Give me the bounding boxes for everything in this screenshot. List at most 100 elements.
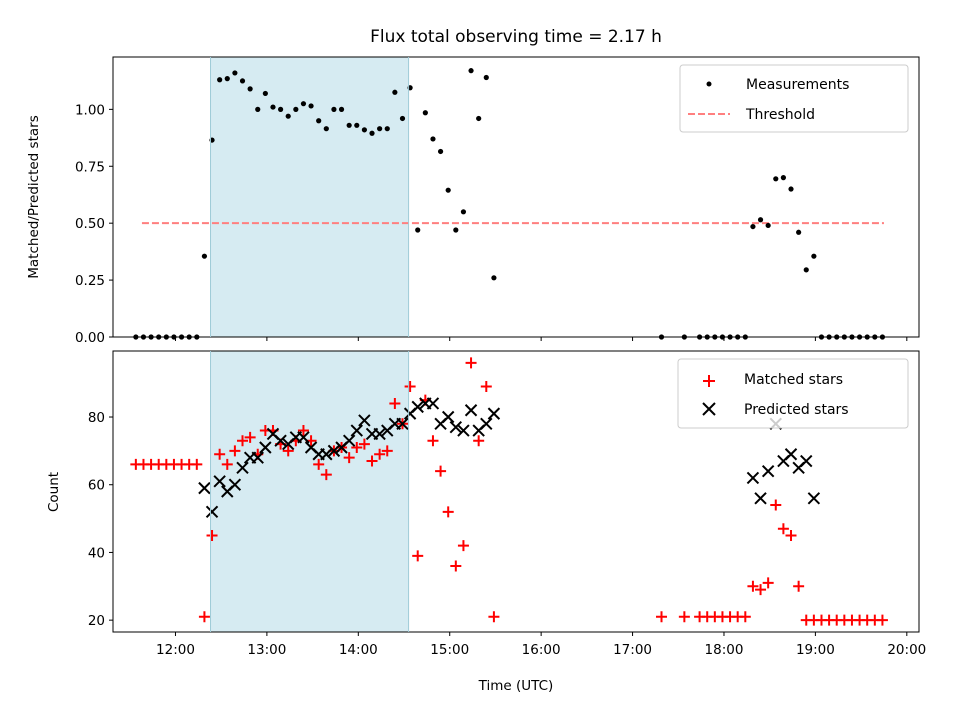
matched-star-point — [785, 530, 797, 542]
matched-star-point — [374, 448, 386, 460]
x-tick-label: 19:00 — [796, 642, 835, 658]
measurement-point — [361, 127, 367, 133]
matched-star-point — [442, 506, 454, 518]
predicted-star-point — [205, 505, 219, 519]
y-tick-label: 60 — [88, 478, 105, 494]
matched-star-point — [206, 530, 218, 542]
predicted-star-point — [754, 492, 767, 505]
predicted-star-point — [441, 410, 455, 424]
measurement-point — [270, 104, 276, 110]
matched-star-point — [427, 435, 439, 447]
measurement-point — [491, 275, 497, 281]
y-tick-label: 0.25 — [75, 273, 105, 289]
legend-matched: Matched stars — [744, 372, 843, 388]
x-tick-label: 14:00 — [339, 642, 378, 658]
predicted-star-point — [464, 404, 478, 417]
measurement-point — [415, 227, 421, 233]
y-tick-label: 80 — [88, 410, 105, 426]
measurement-point — [430, 136, 436, 142]
measurement-point — [308, 103, 314, 109]
matched-star-point — [237, 435, 249, 447]
matched-star-point — [450, 560, 462, 572]
measurement-point — [757, 217, 764, 223]
measurement-point — [445, 187, 451, 193]
predicted-star-point — [411, 400, 424, 414]
predicted-star-point — [320, 448, 333, 461]
predicted-star-point — [350, 424, 363, 437]
measurement-point — [293, 106, 299, 112]
measurement-point — [300, 101, 307, 107]
matched-star-point — [214, 448, 226, 460]
legend-predicted-marker — [702, 402, 716, 416]
x-tick-label: 16:00 — [522, 642, 561, 658]
matched-star-point — [480, 381, 492, 393]
predicted-star-point — [297, 431, 310, 444]
measurement-point — [773, 176, 779, 182]
chart-title: Flux total observing time = 2.17 h — [370, 27, 662, 47]
top-shaded-span — [210, 57, 409, 337]
measurement-point — [369, 130, 375, 136]
measurement-point — [750, 223, 756, 230]
matched-star-point — [770, 499, 782, 511]
matched-star-point — [404, 381, 416, 393]
x-axis-label: Time (UTC) — [478, 678, 554, 694]
predicted-star-point — [373, 427, 386, 441]
matched-star-point — [229, 445, 241, 457]
bottom-plot-frame — [112, 350, 920, 633]
matched-star-point — [793, 580, 805, 592]
measurement-point — [346, 122, 352, 128]
measurement-point — [224, 76, 230, 82]
matched-star-point — [777, 523, 789, 535]
y-tick-label: 1.00 — [75, 102, 105, 118]
measurement-point — [232, 70, 238, 76]
matched-star-point — [244, 431, 256, 443]
y-tick-label: 40 — [88, 545, 105, 561]
top-y-axis-label: Matched/Predicted stars — [26, 115, 42, 278]
matched-star-point — [191, 458, 203, 470]
measurement-point — [277, 106, 284, 112]
measurement-point — [201, 253, 208, 259]
matched-star-point — [351, 441, 363, 453]
measurement-point — [453, 227, 459, 233]
legend-threshold: Threshold — [745, 107, 815, 123]
bottom-legend: Matched stars Predicted stars — [677, 358, 909, 429]
predicted-star-point — [487, 407, 501, 420]
top-plot-frame — [112, 56, 920, 338]
measurement-point — [255, 106, 261, 112]
measurement-point — [788, 186, 794, 192]
measurement-point — [354, 122, 360, 128]
measurement-point — [468, 68, 474, 74]
measurement-point — [392, 89, 398, 95]
predicted-star-point — [236, 461, 249, 475]
predicted-star-point — [358, 414, 371, 427]
predicted-star-point — [342, 434, 356, 447]
legend-measurement-marker — [706, 81, 712, 87]
measurement-point — [483, 74, 489, 81]
predicted-star-point — [480, 417, 493, 430]
predicted-star-point — [800, 454, 813, 468]
measurement-point — [811, 253, 817, 259]
matched-star-point — [297, 425, 309, 437]
y-tick-label: 0.00 — [75, 330, 105, 346]
bottom-y-ticks: 20 40 60 80 — [88, 410, 113, 629]
measurement-point — [422, 110, 428, 116]
x-tick-label: 18:00 — [705, 642, 744, 658]
measurement-point — [331, 106, 337, 112]
matched-star-point — [473, 435, 485, 447]
measurement-point — [247, 86, 253, 92]
top-x-ticks — [174, 337, 908, 341]
measurement-point — [262, 90, 268, 97]
y-tick-label: 0.50 — [75, 216, 105, 232]
matched-star-point — [747, 580, 759, 592]
predicted-star-point — [746, 471, 760, 485]
predicted-star-point — [784, 448, 798, 461]
measurement-point — [338, 106, 345, 112]
predicted-star-point — [198, 481, 211, 495]
measurement-point — [765, 222, 771, 229]
predicted-star-point — [761, 464, 775, 478]
matched-star-point — [435, 465, 447, 477]
bottom-y-axis-label: Count — [46, 472, 62, 512]
matched-star-point — [343, 452, 355, 464]
